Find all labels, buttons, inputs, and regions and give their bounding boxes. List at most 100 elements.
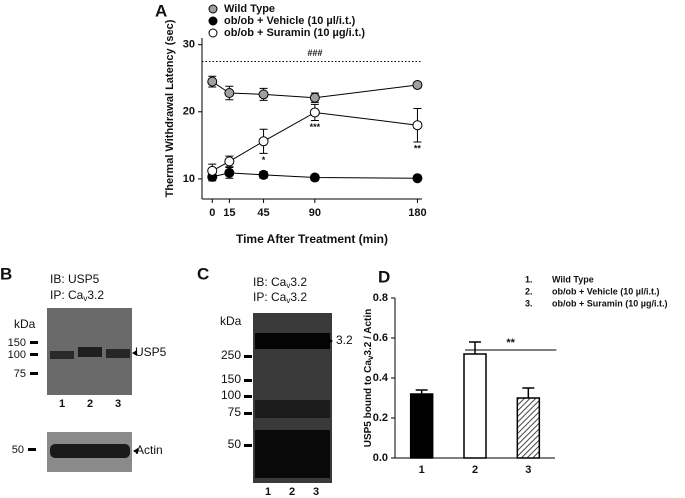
axis-unit: kDa	[220, 314, 242, 328]
significance-label: **	[506, 337, 515, 349]
legend-label: ob/ob + Suramin (10 µg/i.t.)	[552, 298, 667, 308]
y-tick-label: 10	[183, 173, 195, 185]
x-tick-label: 45	[257, 207, 269, 219]
marker-tick	[30, 341, 38, 344]
band-arrow	[132, 350, 137, 356]
panel-letter: D	[378, 267, 390, 286]
panel-letter: A	[155, 1, 167, 20]
significance-label: *	[262, 155, 266, 165]
y-tick-label: 20	[183, 106, 195, 118]
marker	[207, 165, 218, 176]
y-tick-label: 0.2	[373, 412, 388, 424]
marker	[309, 92, 320, 103]
y-axis-label-part: v	[366, 355, 375, 360]
marker-label: 75	[14, 368, 26, 380]
band-arrow	[328, 338, 333, 344]
lane-label: 2	[87, 398, 93, 410]
marker	[309, 107, 320, 118]
lane-label: 1	[59, 398, 65, 410]
blot-band	[255, 400, 330, 418]
error-bar	[522, 387, 535, 398]
blot-band	[106, 349, 130, 358]
legend-marker	[208, 4, 218, 14]
marker-tick	[30, 372, 38, 375]
blot-band	[78, 347, 102, 357]
legend-label: Wild Type	[552, 274, 594, 284]
marker	[412, 79, 423, 90]
panel-letter: B	[0, 264, 12, 283]
blot-band	[255, 333, 330, 349]
blot-label-part: 3.2	[290, 290, 307, 304]
marker-label: 50	[228, 437, 242, 451]
legend-marker	[208, 16, 218, 26]
marker-tick	[244, 379, 252, 382]
marker-label: 250	[221, 348, 241, 362]
panel-letter: C	[197, 264, 209, 283]
blot-label-part: v	[83, 294, 87, 303]
lane-label: 1	[265, 486, 271, 498]
bar	[516, 397, 541, 459]
legend-label: ob/ob + Vehicle (10 µl/i.t.)	[552, 286, 659, 296]
marker	[224, 167, 235, 178]
legend-number: 1.	[525, 274, 533, 284]
legend-label: Wild Type	[224, 3, 275, 15]
band-label: USP5	[135, 345, 167, 359]
y-axis-label: USP5 bound to Cav3.2 / Actin	[363, 309, 375, 448]
band-label: Actin	[136, 443, 163, 457]
y-axis-label-part: 3.2 / Actin	[363, 309, 374, 356]
marker	[224, 156, 235, 167]
marker-tick	[30, 353, 38, 356]
x-tick-label: 1	[419, 464, 425, 476]
y-tick-label: 30	[183, 39, 195, 51]
blot-label-part: 3.2	[290, 275, 307, 289]
blot-label-part: IP: Ca	[50, 288, 84, 302]
x-tick-label: 2	[472, 464, 478, 476]
legend-number: 3.	[525, 298, 533, 308]
significance-label: ***	[310, 122, 321, 132]
lane-label: 3	[115, 398, 121, 410]
blot-label: IP: Cav3.2	[253, 290, 307, 305]
marker	[258, 169, 269, 180]
y-tick-label: 0.4	[373, 372, 389, 384]
error-bar	[469, 341, 481, 354]
marker-label: 150	[221, 372, 241, 386]
y-tick-label: 0.8	[373, 292, 388, 304]
marker-label: 150	[8, 337, 26, 349]
marker	[412, 173, 423, 184]
marker-tick	[244, 355, 252, 358]
reference-label: ###	[307, 48, 322, 58]
lane-label: 2	[289, 486, 295, 498]
blot-label-part: IB: Ca	[253, 275, 287, 289]
blot-label: IB: USP5	[50, 272, 100, 286]
blot-label: IP: Cav3.2	[50, 288, 104, 303]
blot-band	[50, 351, 74, 359]
legend-label: ob/ob + Suramin (10 µg/i.t.)	[224, 27, 365, 39]
marker-tick	[244, 444, 252, 447]
marker	[412, 120, 423, 131]
blot-band	[255, 430, 330, 478]
bar	[409, 393, 434, 459]
marker	[224, 88, 235, 99]
y-axis-label: Thermal Withdrawal Latency (sec)	[164, 19, 176, 197]
band-label: 3.2	[336, 333, 353, 347]
legend-label: ob/ob + Vehicle (10 µl/i.t.)	[224, 15, 356, 27]
marker-label: 100	[221, 388, 241, 402]
marker-label: 50	[12, 444, 24, 456]
blot-label-part: 3.2	[87, 288, 104, 302]
blot-label-part: v	[286, 296, 290, 305]
y-tick-label: 0.6	[373, 332, 388, 344]
blot-label-part: IP: Ca	[253, 290, 287, 304]
x-tick-label: 180	[408, 207, 426, 219]
significance-label: **	[414, 143, 422, 153]
band-arrow	[133, 448, 138, 454]
blot-label-part: v	[286, 281, 290, 290]
marker-label: 75	[228, 405, 242, 419]
axis-unit: kDa	[14, 317, 36, 331]
marker-tick	[244, 412, 252, 415]
marker	[207, 76, 218, 87]
legend-marker	[208, 28, 218, 38]
x-tick-label: 0	[209, 207, 215, 219]
marker	[258, 136, 269, 147]
marker	[258, 89, 269, 100]
y-tick-label: 0.0	[373, 452, 388, 464]
